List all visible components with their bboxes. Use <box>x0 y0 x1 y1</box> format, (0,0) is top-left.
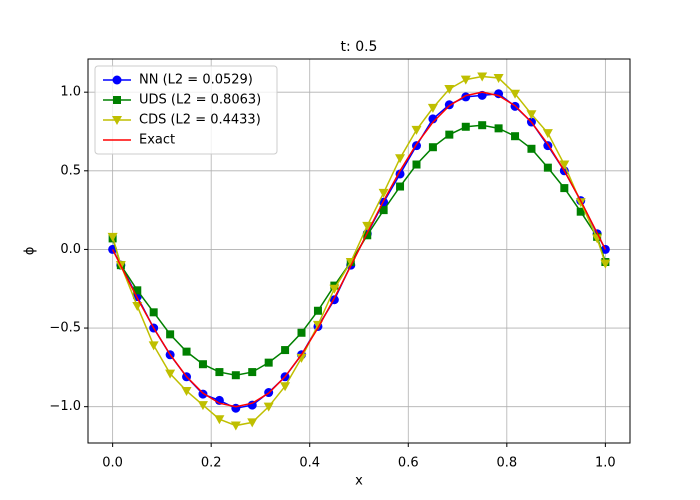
marker <box>428 114 438 124</box>
marker <box>600 259 611 269</box>
marker <box>396 182 405 191</box>
legend-label: CDS (L2 = 0.4433) <box>139 113 261 128</box>
marker <box>494 89 504 99</box>
marker <box>264 358 273 367</box>
x-tick-label: 0.4 <box>299 456 320 471</box>
marker <box>576 207 585 216</box>
marker <box>395 154 406 164</box>
marker <box>165 369 176 379</box>
y-tick-label: 0.5 <box>60 163 81 178</box>
marker <box>511 132 520 141</box>
marker <box>412 160 421 169</box>
y-tick-label: −1.0 <box>49 399 81 414</box>
marker <box>107 232 118 242</box>
marker <box>411 125 422 135</box>
x-tick-label: 1.0 <box>595 456 616 471</box>
legend-box <box>94 65 278 155</box>
marker <box>247 418 258 428</box>
marker <box>362 221 373 231</box>
marker <box>132 302 143 312</box>
marker <box>329 284 340 294</box>
marker <box>113 96 121 104</box>
marker <box>214 415 225 425</box>
marker <box>215 368 224 377</box>
marker <box>112 116 122 125</box>
marker <box>560 184 569 193</box>
marker <box>444 85 455 95</box>
marker <box>379 206 388 215</box>
marker <box>313 306 322 315</box>
marker <box>280 382 291 392</box>
marker <box>263 402 274 412</box>
x-tick-label: 0.2 <box>201 456 222 471</box>
marker <box>230 421 241 431</box>
marker <box>112 75 122 85</box>
marker <box>542 129 553 139</box>
marker <box>148 341 159 351</box>
marker <box>493 74 504 84</box>
legend-label: UDS (L2 = 0.8063) <box>139 93 261 108</box>
y-axis-label: ϕ <box>23 247 38 256</box>
marker <box>149 308 158 317</box>
marker <box>494 124 503 133</box>
marker <box>559 160 570 170</box>
marker <box>133 286 142 295</box>
marker <box>281 346 290 355</box>
marker <box>182 347 191 356</box>
marker <box>478 121 487 130</box>
chart-title: t: 0.5 <box>341 39 378 55</box>
marker <box>231 371 240 380</box>
marker <box>445 130 454 139</box>
marker <box>363 231 372 240</box>
plot-frame <box>87 58 631 444</box>
marker <box>296 353 307 363</box>
x-axis-label: x <box>355 474 363 489</box>
marker <box>427 103 438 113</box>
marker <box>248 368 257 377</box>
x-tick-label: 0.8 <box>496 456 517 471</box>
marker <box>461 122 470 131</box>
marker <box>477 72 488 82</box>
marker <box>198 360 207 369</box>
marker <box>231 403 241 413</box>
y-tick-label: 1.0 <box>60 85 81 100</box>
marker <box>247 400 257 410</box>
x-tick-label: 0.6 <box>398 456 419 471</box>
marker <box>575 198 586 208</box>
legend-label: NN (L2 = 0.0529) <box>139 73 253 88</box>
x-tick-label: 0.0 <box>102 456 123 471</box>
marker <box>428 143 437 152</box>
marker <box>527 144 536 153</box>
marker <box>166 330 175 339</box>
marker <box>378 188 389 198</box>
marker <box>197 401 208 411</box>
legend-label: Exact <box>139 133 175 148</box>
y-tick-label: 0.0 <box>60 242 81 257</box>
marker <box>510 89 521 99</box>
marker <box>526 110 537 120</box>
marker <box>181 386 192 396</box>
y-tick-label: −0.5 <box>49 321 81 336</box>
marker <box>460 75 471 85</box>
marker <box>543 163 552 172</box>
marker <box>297 328 306 337</box>
series-line <box>111 91 607 408</box>
